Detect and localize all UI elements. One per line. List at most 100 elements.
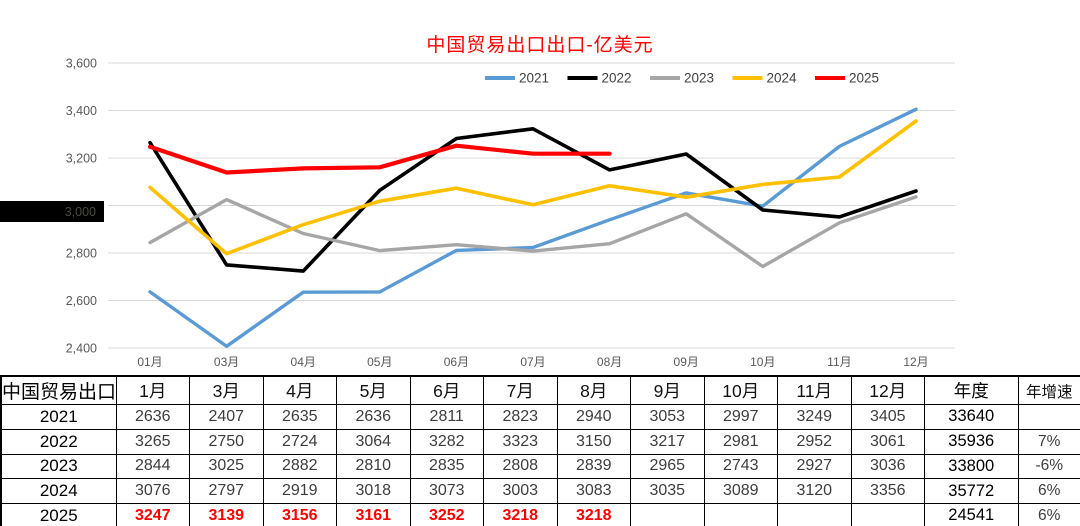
year-label[interactable]: 2023 [0, 453, 117, 480]
annual-cell[interactable]: 33640 [924, 404, 1019, 430]
value-cell[interactable]: 3064 [336, 428, 411, 455]
value-cell[interactable]: 3089 [703, 478, 778, 505]
growth-header[interactable]: 年增速 [1017, 375, 1080, 405]
series-line-2024 [148, 119, 918, 256]
value-cell[interactable]: 3003 [483, 478, 558, 505]
x-axis-tick-label: 06月 [444, 355, 469, 369]
y-axis-tick-label: 2,600 [66, 294, 97, 308]
value-cell[interactable]: 2927 [777, 453, 852, 480]
value-cell[interactable]: 3265 [115, 428, 190, 455]
value-cell[interactable]: 3083 [556, 478, 631, 505]
value-cell[interactable]: 3356 [850, 478, 925, 505]
month-header[interactable]: 8月 [556, 375, 631, 405]
month-header[interactable]: 5月 [336, 375, 411, 405]
annual-cell[interactable]: 33800 [924, 453, 1019, 480]
chart-title: 中国贸易出口出口-亿美元 [426, 35, 654, 56]
value-cell[interactable]: 2940 [556, 404, 631, 430]
value-cell[interactable]: 2835 [409, 453, 484, 480]
year-label[interactable]: 2022 [0, 428, 117, 455]
value-cell[interactable]: 3218 [556, 503, 631, 526]
x-axis-tick-label: 07月 [520, 355, 545, 369]
year-label[interactable]: 2021 [0, 404, 117, 430]
value-cell[interactable]: 2839 [556, 453, 631, 480]
month-header[interactable]: 7月 [483, 375, 558, 405]
x-axis-tick-label: 04月 [291, 355, 316, 369]
growth-cell[interactable]: 6% [1017, 503, 1080, 526]
value-cell[interactable]: 2965 [630, 453, 705, 480]
y-axis-tick-label: 3,400 [66, 104, 97, 118]
value-cell[interactable]: 2808 [483, 453, 558, 480]
value-cell[interactable] [850, 503, 925, 526]
value-cell[interactable]: 3018 [336, 478, 411, 505]
value-cell[interactable]: 3252 [409, 503, 484, 526]
value-cell[interactable]: 3061 [850, 428, 925, 455]
value-cell[interactable]: 3076 [115, 478, 190, 505]
month-header[interactable]: 12月 [850, 375, 925, 405]
value-cell[interactable]: 2750 [189, 428, 264, 455]
value-cell[interactable]: 2811 [409, 404, 484, 430]
value-cell[interactable]: 2407 [189, 404, 264, 430]
value-cell[interactable]: 3036 [850, 453, 925, 480]
value-cell[interactable] [777, 503, 852, 526]
value-cell[interactable]: 3249 [777, 404, 852, 430]
value-cell[interactable]: 2882 [262, 453, 337, 480]
value-cell[interactable]: 3025 [189, 453, 264, 480]
table-row-2024: 2024 3076 2797 2919 3018 3073 3003 3083 3035 3089… [0, 478, 1080, 505]
year-label[interactable]: 2024 [0, 478, 117, 505]
value-cell[interactable]: 2810 [336, 453, 411, 480]
value-cell[interactable]: 2797 [189, 478, 264, 505]
value-cell[interactable]: 3282 [409, 428, 484, 455]
value-cell[interactable]: 2636 [336, 404, 411, 430]
value-cell[interactable]: 3217 [630, 428, 705, 455]
annual-header[interactable]: 年度 [924, 375, 1019, 405]
value-cell[interactable]: 3139 [189, 503, 264, 526]
growth-cell[interactable]: 7% [1017, 428, 1080, 455]
value-cell[interactable]: 3156 [262, 503, 337, 526]
growth-cell[interactable]: -6% [1017, 453, 1080, 480]
value-cell[interactable]: 2919 [262, 478, 337, 505]
value-cell[interactable]: 3150 [556, 428, 631, 455]
annual-cell[interactable]: 35772 [924, 478, 1019, 505]
annual-cell[interactable]: 24541 [924, 503, 1019, 526]
table-row-2021: 2021 2636 2407 2635 2636 2811 2823 2940 3053 2997… [0, 404, 1080, 430]
annual-cell[interactable]: 35936 [924, 428, 1019, 455]
value-cell[interactable]: 3247 [115, 503, 190, 526]
value-cell[interactable]: 3323 [483, 428, 558, 455]
value-cell[interactable]: 3218 [483, 503, 558, 526]
value-cell[interactable]: 2952 [777, 428, 852, 455]
value-cell[interactable]: 3035 [630, 478, 705, 505]
month-header[interactable]: 4月 [262, 375, 337, 405]
table-corner-header[interactable]: 中国贸易出口 [0, 375, 117, 405]
growth-cell[interactable] [1017, 404, 1080, 430]
month-header[interactable]: 9月 [630, 375, 705, 405]
x-axis-tick-label: 10月 [750, 355, 775, 369]
x-axis-tick-label: 01月 [137, 355, 162, 369]
value-cell[interactable]: 2636 [115, 404, 190, 430]
value-cell[interactable] [703, 503, 778, 526]
month-header[interactable]: 3月 [189, 375, 264, 405]
value-cell[interactable] [630, 503, 705, 526]
value-cell[interactable]: 2743 [703, 453, 778, 480]
value-cell[interactable]: 3053 [630, 404, 705, 430]
value-cell[interactable]: 2635 [262, 404, 337, 430]
year-label[interactable]: 2025 [0, 503, 117, 526]
month-header[interactable]: 1月 [115, 375, 190, 405]
value-cell[interactable]: 2844 [115, 453, 190, 480]
x-axis-tick-label: 11月 [827, 355, 851, 369]
value-cell[interactable]: 3120 [777, 478, 852, 505]
growth-cell[interactable]: 6% [1017, 478, 1080, 505]
value-cell[interactable]: 2724 [262, 428, 337, 455]
series-line-2022 [148, 127, 918, 273]
value-cell[interactable]: 2981 [703, 428, 778, 455]
value-cell[interactable]: 3161 [336, 503, 411, 526]
month-header[interactable]: 10月 [703, 375, 778, 405]
month-header[interactable]: 11月 [777, 375, 852, 405]
legend-label-2023: 2023 [684, 71, 714, 86]
month-header[interactable]: 6月 [409, 375, 484, 405]
x-axis-tick-label: 09月 [674, 355, 699, 369]
value-cell[interactable]: 2823 [483, 404, 558, 430]
value-cell[interactable]: 3073 [409, 478, 484, 505]
value-cell[interactable]: 3405 [850, 404, 925, 430]
value-cell[interactable]: 2997 [703, 404, 778, 430]
